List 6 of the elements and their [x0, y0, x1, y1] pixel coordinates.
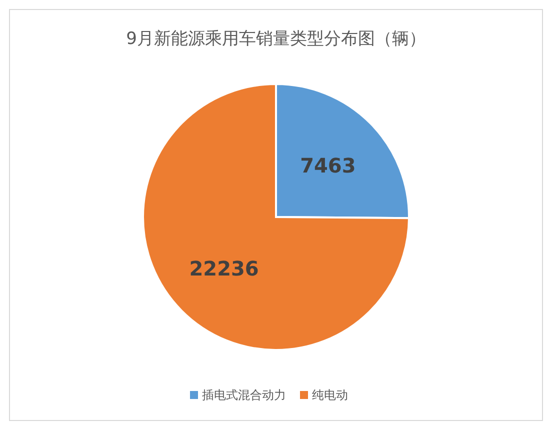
legend-label: 插电式混合动力 — [202, 388, 286, 402]
data-label: 7463 — [300, 153, 356, 178]
legend-label: 纯电动 — [312, 388, 348, 402]
pie-slice — [142, 83, 410, 351]
data-label: 22236 — [189, 256, 259, 281]
chart-title: 9月新能源乘用车销量类型分布图（辆） — [126, 29, 426, 49]
